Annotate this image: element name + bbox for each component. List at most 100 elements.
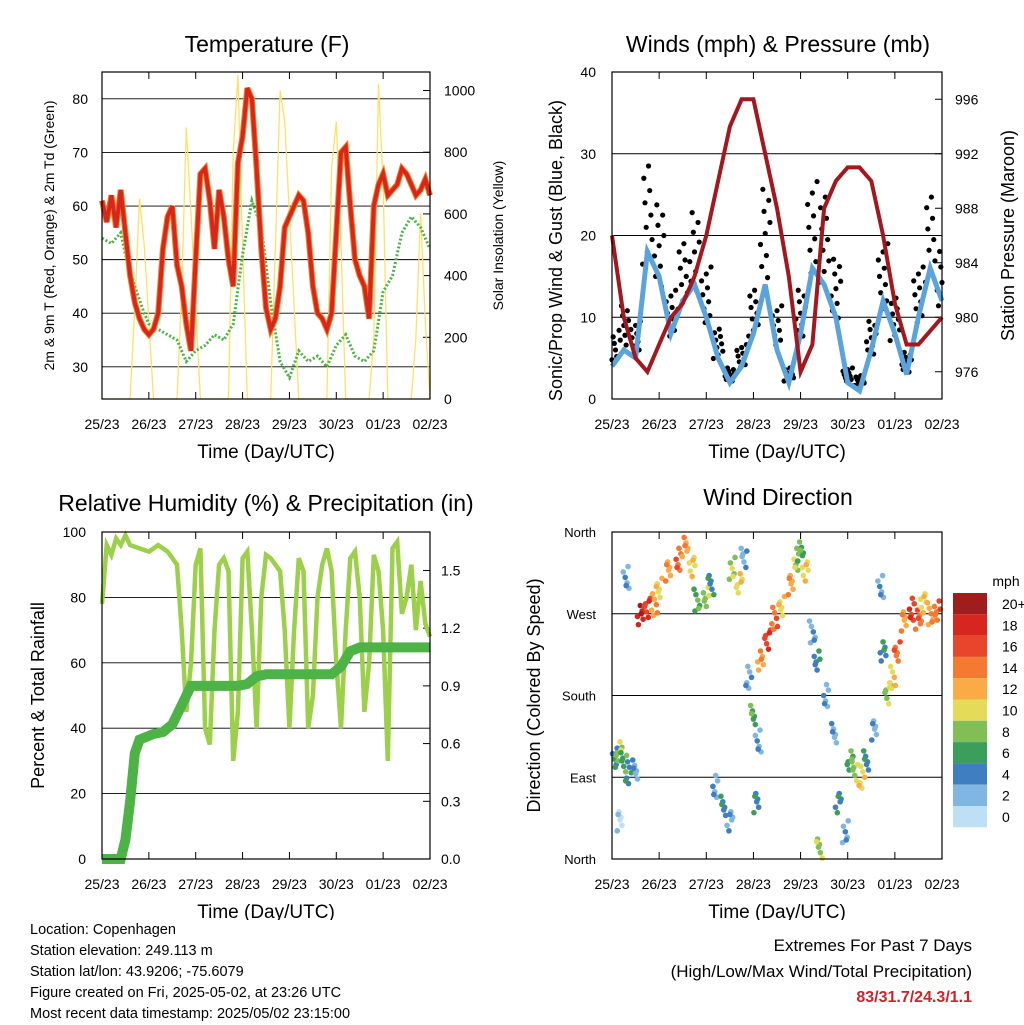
series-pressure-line [610, 97, 944, 380]
gust-point [642, 200, 648, 206]
y2-tick-label: 992 [955, 146, 979, 162]
legend-swatch [953, 784, 987, 806]
direction-point [769, 620, 775, 627]
direction-point [776, 601, 782, 608]
direction-point [834, 809, 841, 816]
direction-point [758, 656, 765, 662]
direction-point [829, 729, 836, 735]
y-axis-label: 2m & 9m T (Red, Orange) & 2m Td (Green) [41, 101, 57, 371]
direction-point [884, 695, 890, 702]
y-tick-label: 80 [72, 91, 88, 107]
legend-label: 16 [1002, 639, 1018, 655]
legend-swatch [953, 763, 987, 785]
direction-point [868, 737, 875, 743]
direction-point [885, 700, 892, 707]
direction-point [893, 652, 900, 659]
direction-point [705, 575, 711, 582]
direction-point [737, 570, 744, 577]
direction-point [755, 746, 761, 752]
gust-point [875, 257, 881, 263]
x-tick-label: 26/23 [131, 416, 166, 432]
direction-point [761, 635, 768, 642]
gust-point [821, 268, 827, 275]
gust-point [813, 259, 819, 265]
legend-label: 20+ [1002, 596, 1024, 612]
gust-point [761, 208, 767, 214]
direction-point [687, 568, 694, 574]
direction-point [843, 837, 850, 843]
y-tick-label: 40 [70, 720, 86, 736]
direction-point [886, 679, 893, 686]
y-tick-label: East [570, 770, 596, 785]
gust-point [887, 337, 893, 344]
legend-swatch [953, 806, 987, 828]
y-tick-label: 60 [70, 655, 86, 671]
direction-point [615, 811, 621, 818]
legend-label: 0 [1002, 809, 1010, 825]
direction-point [765, 646, 772, 652]
gust-point [691, 249, 698, 255]
direction-point [620, 569, 627, 575]
direction-point [617, 739, 623, 745]
direction-point [739, 553, 745, 560]
direction-point [786, 575, 793, 582]
x-tick-label: 25/23 [84, 416, 119, 432]
gust-point [878, 290, 884, 296]
direction-point [931, 603, 938, 610]
gust-point [677, 265, 683, 271]
legend-label: 8 [1002, 724, 1010, 740]
gust-point [735, 353, 741, 359]
station-latlon: Station lat/lon: 43.9206; -75.6079 [30, 964, 244, 980]
gust-point [654, 202, 660, 208]
direction-point [797, 547, 804, 553]
gust-point [748, 304, 754, 311]
x-tick-label: 01/23 [366, 416, 401, 432]
direction-point [727, 560, 734, 566]
direction-point [646, 598, 653, 604]
direction-point [820, 692, 827, 699]
gust-point [681, 241, 687, 247]
direction-point [760, 661, 767, 668]
direction-point [821, 700, 828, 707]
direction-point [831, 734, 838, 741]
gust-point [643, 224, 649, 230]
gust-point [683, 273, 689, 279]
x-tick-label: 01/23 [366, 876, 401, 892]
direction-point [719, 801, 725, 808]
direction-point [817, 849, 824, 856]
direction-point [746, 669, 753, 675]
direction-point [617, 817, 623, 823]
direction-point [743, 564, 749, 571]
direction-point [785, 591, 792, 598]
plot-frame [611, 71, 943, 400]
gust-point [749, 316, 755, 322]
direction-point [840, 823, 847, 830]
gust-point [610, 334, 616, 340]
direction-point [625, 563, 631, 570]
direction-point [924, 600, 931, 606]
direction-point [619, 822, 625, 829]
legend-swatch [953, 614, 987, 636]
direction-point [755, 667, 762, 673]
gust-point [657, 263, 663, 269]
direction-point [619, 758, 625, 764]
legend-swatch [953, 635, 987, 657]
direction-point [629, 757, 636, 763]
direction-point [755, 804, 762, 811]
gust-point [932, 258, 938, 264]
gust-point [739, 344, 745, 351]
direction-point [887, 663, 894, 670]
gust-point [706, 299, 712, 305]
y-tick-label: 50 [72, 252, 88, 268]
x-tick-label: 02/23 [924, 416, 959, 432]
y-tick-label: 10 [580, 309, 596, 325]
gust-point [826, 258, 832, 264]
gust-point [752, 287, 758, 293]
y-tick-label: 30 [72, 359, 88, 375]
y2-tick-label: 400 [444, 268, 468, 284]
direction-point [915, 615, 922, 622]
legend-label: 18 [1002, 617, 1018, 633]
direction-point [738, 579, 744, 585]
direction-point [860, 769, 866, 775]
x-tick-label: 30/23 [319, 876, 354, 892]
